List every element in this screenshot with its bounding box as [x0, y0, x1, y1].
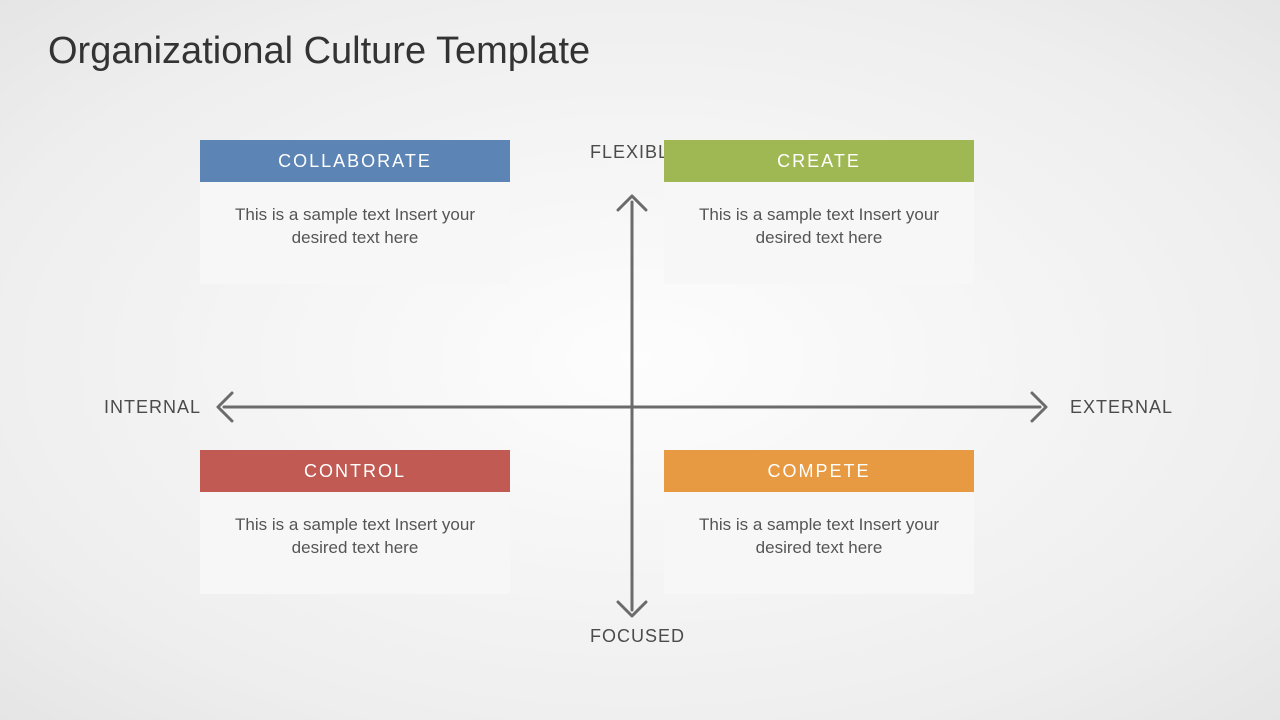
quadrant-header-compete: COMPETE: [664, 450, 974, 492]
quadrant-body-compete: This is a sample text Insert your desire…: [664, 492, 974, 594]
axis-label-left: INTERNAL: [104, 397, 201, 418]
quadrant-diagram: FLEXIBLE FOCUSED INTERNAL EXTERNAL COLLA…: [0, 0, 1280, 720]
quadrant-header-control: CONTROL: [200, 450, 510, 492]
quadrant-control: CONTROL This is a sample text Insert you…: [200, 450, 510, 594]
quadrant-header-create: CREATE: [664, 140, 974, 182]
quadrant-body-control: This is a sample text Insert your desire…: [200, 492, 510, 594]
axes-svg: [0, 0, 1280, 720]
quadrant-body-collaborate: This is a sample text Insert your desire…: [200, 182, 510, 284]
quadrant-body-create: This is a sample text Insert your desire…: [664, 182, 974, 284]
quadrant-collaborate: COLLABORATE This is a sample text Insert…: [200, 140, 510, 284]
axis-label-right: EXTERNAL: [1070, 397, 1173, 418]
quadrant-create: CREATE This is a sample text Insert your…: [664, 140, 974, 284]
quadrant-compete: COMPETE This is a sample text Insert you…: [664, 450, 974, 594]
axis-label-bottom: FOCUSED: [590, 626, 685, 647]
quadrant-header-collaborate: COLLABORATE: [200, 140, 510, 182]
